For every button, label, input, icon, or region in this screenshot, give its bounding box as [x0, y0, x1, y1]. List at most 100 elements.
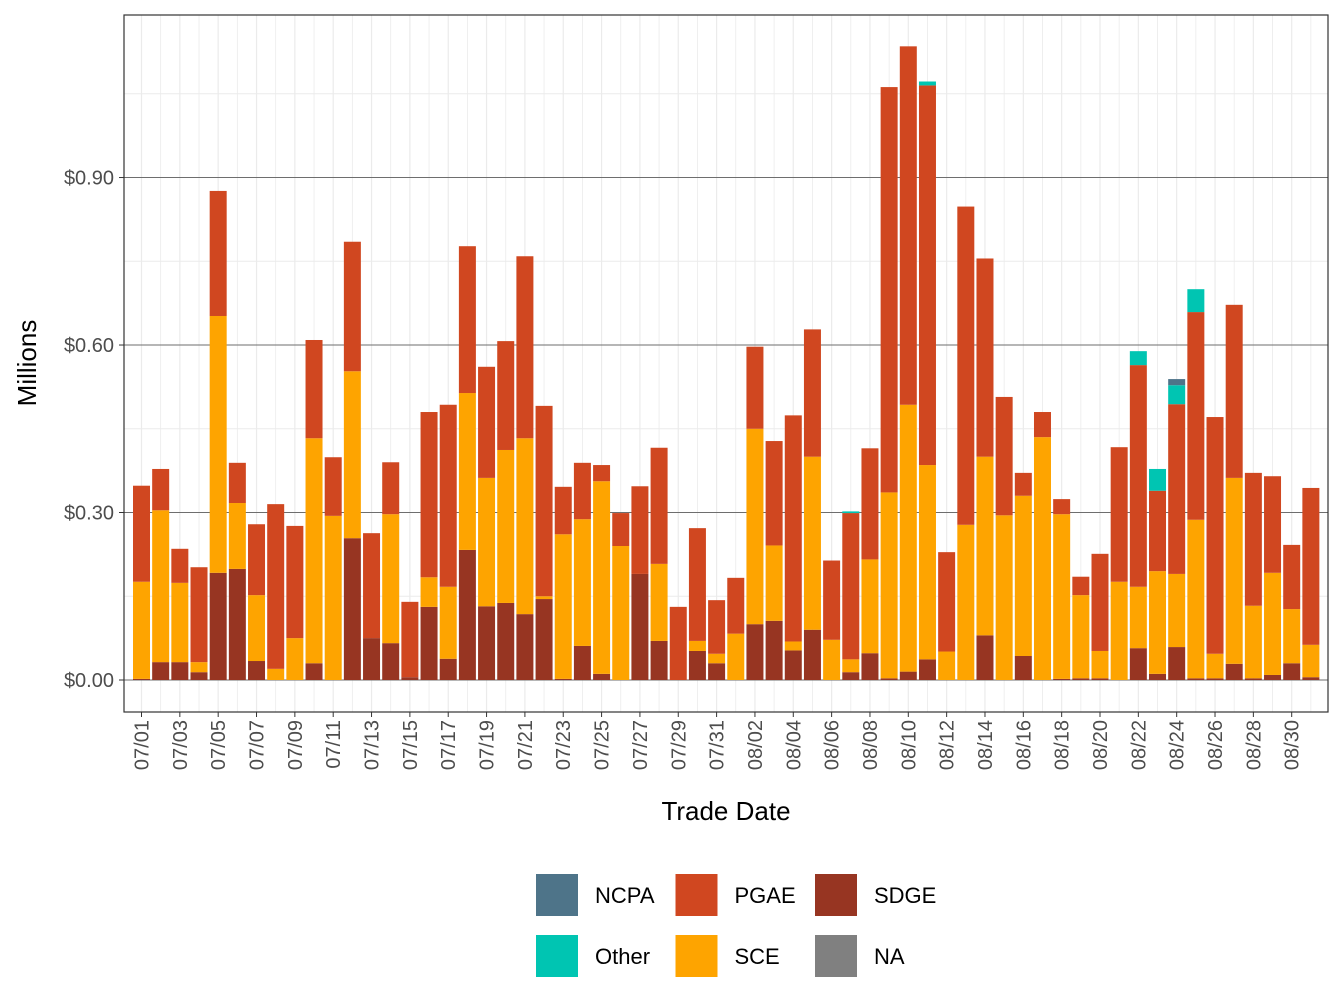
y-tick-label: $0.90: [64, 168, 114, 190]
bar-pgae-08-29: [1264, 476, 1282, 573]
x-tick-label: 07/15: [400, 720, 422, 770]
x-tick-label: 07/01: [132, 720, 154, 770]
bar-sce-07-31: [708, 653, 726, 664]
legend-label-ncpa: NCPA: [595, 883, 655, 908]
bar-sdge-08-23: [1149, 673, 1167, 680]
bar-pgae-08-08: [861, 448, 879, 560]
x-tick-label: 07/29: [668, 720, 690, 770]
bar-pgae-08-15: [995, 396, 1013, 516]
bar-sdge-07-19: [478, 606, 496, 680]
bar-sce-07-23: [554, 534, 572, 679]
bar-sdge-08-03: [765, 620, 783, 680]
bar-sce-08-08: [861, 559, 879, 654]
bar-pgae-07-11: [324, 457, 342, 516]
bar-pgae-08-27: [1225, 304, 1243, 478]
bar-sce-07-19: [478, 477, 496, 607]
bar-sce-07-16: [420, 577, 438, 607]
bar-sce-08-30: [1283, 609, 1301, 664]
bar-sdge-07-27: [631, 573, 649, 680]
x-tick-label: 08/20: [1090, 720, 1112, 770]
bar-sce-07-25: [593, 481, 611, 674]
bar-sce-07-02: [152, 510, 170, 663]
x-tick-label: 08/06: [822, 720, 844, 770]
x-tick-label: 08/08: [860, 720, 882, 770]
bar-pgae-08-24: [1168, 404, 1186, 574]
bar-sce-08-06: [823, 639, 841, 680]
bar-pgae-07-02: [152, 468, 170, 511]
bar-sce-08-26: [1206, 653, 1224, 679]
bar-sce-07-07: [248, 595, 266, 662]
bar-sdge-07-07: [248, 661, 266, 680]
bar-sdge-08-05: [803, 629, 821, 680]
bar-sce-07-11: [324, 515, 342, 680]
x-tick-label: 07/05: [208, 720, 230, 770]
bar-pgae-08-16: [1014, 472, 1032, 496]
bar-pgae-07-14: [382, 462, 400, 515]
bar-sce-08-29: [1264, 572, 1282, 675]
bar-sdge-08-24: [1168, 647, 1186, 680]
bar-pgae-07-08: [267, 504, 285, 669]
bar-sdge-07-03: [171, 662, 189, 680]
bar-pgae-07-22: [535, 405, 553, 597]
x-axis-title: Trade Date: [661, 796, 790, 826]
bar-pgae-07-10: [305, 339, 323, 439]
bar-other-08-11: [918, 81, 936, 86]
x-tick-label: 07/07: [247, 720, 269, 770]
bar-sdge-08-26: [1206, 678, 1224, 680]
bar-pgae-07-29: [669, 606, 687, 680]
bar-sce-08-09: [880, 492, 898, 679]
bar-sce-08-24: [1168, 573, 1186, 648]
x-tick-label: 08/30: [1282, 720, 1304, 770]
bar-sce-08-25: [1187, 519, 1205, 679]
bar-sce-08-28: [1244, 605, 1262, 679]
bar-sdge-08-18: [1053, 678, 1071, 680]
bar-pgae-08-06: [823, 560, 841, 640]
bar-pgae-08-03: [765, 441, 783, 546]
bar-sce-07-17: [439, 586, 457, 659]
bar-sce-07-18: [458, 393, 476, 550]
bar-pgae-07-01: [133, 485, 150, 582]
bar-pgae-07-17: [439, 404, 457, 587]
bar-pgae-07-23: [554, 486, 572, 535]
bar-pgae-08-14: [976, 258, 994, 457]
bar-sdge-07-22: [535, 599, 553, 680]
bar-other-08-07: [842, 511, 860, 514]
y-tick-label: $0.00: [64, 670, 114, 692]
bar-pgae-07-16: [420, 412, 438, 578]
bar-sce-08-11: [918, 465, 936, 660]
bar-sce-07-08: [267, 668, 285, 680]
bar-pgae-07-24: [573, 462, 591, 520]
legend-label-pgae: PGAE: [735, 883, 796, 908]
bar-sce-07-12: [343, 371, 361, 539]
bar-pgae-08-22: [1129, 365, 1147, 587]
legend-swatch-pgae: [675, 874, 718, 916]
bar-sdge-08-02: [746, 624, 764, 680]
bar-sdge-07-01: [133, 678, 150, 680]
bar-sdge-08-04: [784, 650, 802, 680]
bar-sdge-07-21: [516, 614, 534, 680]
bar-pgae-08-04: [784, 415, 802, 642]
bar-pgae-08-09: [880, 87, 898, 493]
bar-sce-07-21: [516, 438, 534, 615]
bar-sdge-07-24: [573, 645, 591, 680]
x-tick-label: 07/03: [170, 720, 192, 770]
bar-sdge-08-19: [1072, 678, 1090, 680]
x-tick-label: 08/24: [1167, 720, 1189, 770]
bar-pgae-08-18: [1053, 499, 1071, 515]
bar-sdge-07-15: [401, 677, 419, 680]
legend-swatch-sdge: [815, 874, 857, 916]
bar-sce-08-04: [784, 641, 802, 651]
bar-sce-08-13: [957, 524, 975, 680]
bar-sce-08-31: [1302, 644, 1320, 678]
y-axis-title: Millions: [12, 320, 42, 407]
bar-pgae-07-12: [343, 241, 361, 372]
x-axis: 07/01 07/03 07/05 07/07 07/09 07/11 07/13 07/15…: [132, 712, 1304, 770]
x-tick-label: 08/02: [745, 720, 767, 770]
bar-sdge-07-28: [650, 640, 668, 680]
legend-label-sce: SCE: [735, 944, 780, 969]
panel-border: [123, 14, 1329, 713]
y-tick-label: $0.60: [64, 335, 114, 357]
bar-pgae-07-03: [171, 548, 189, 583]
bar-sce-07-01: [133, 581, 150, 679]
